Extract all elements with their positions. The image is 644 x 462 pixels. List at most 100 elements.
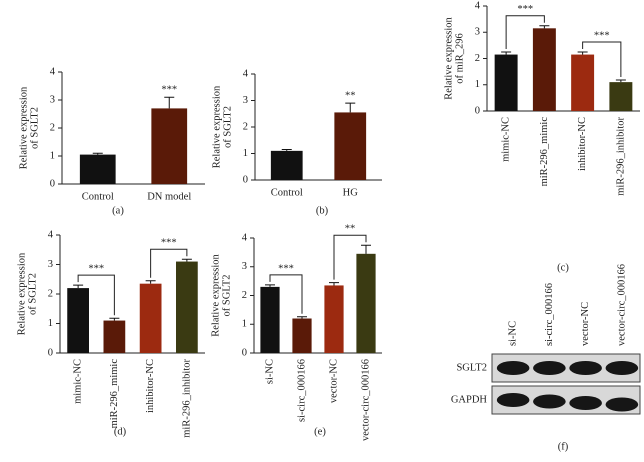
y-axis-label: Relative expression	[18, 86, 29, 169]
y-tick-label: 3	[243, 95, 248, 106]
lane-label: si-circ_000166	[544, 283, 555, 346]
x-tick-label: miR-296_inhibitor	[615, 116, 626, 195]
error-bar	[265, 284, 275, 287]
x-tick-label: inhibitor-NC	[145, 359, 156, 413]
x-tick-label: mimic-NC	[501, 117, 512, 162]
y-axis-label: Relative expression	[16, 252, 27, 335]
y-tick-label: 1	[50, 150, 55, 161]
y-axis-label: Relative expression	[211, 85, 222, 168]
error-bar	[109, 317, 120, 321]
band	[533, 361, 566, 375]
x-tick-label: vector-NC	[328, 359, 339, 403]
y-tick-label: 2	[243, 121, 248, 132]
y-tick-label: 4	[475, 0, 481, 11]
y-tick-label: 0	[475, 105, 480, 116]
lane-label: si-NC	[508, 321, 519, 346]
panel-label: (e)	[314, 426, 326, 437]
significance: ***	[88, 264, 104, 275]
bar	[79, 154, 116, 184]
bar	[334, 112, 367, 180]
bar	[176, 261, 198, 353]
bar	[532, 28, 556, 111]
y-axis-label: Relative expression	[210, 253, 221, 336]
x-tick-label: Control	[271, 187, 303, 198]
significance-bracket	[150, 248, 188, 278]
y-tick-label: 4	[243, 68, 249, 79]
significance-bracket	[582, 41, 622, 78]
y-tick-label: 3	[242, 261, 247, 272]
y-axis-label: of SGLT2	[222, 106, 233, 148]
significance-bracket	[333, 234, 367, 280]
y-tick-label: 4	[48, 229, 54, 240]
bar	[292, 318, 312, 353]
band	[605, 361, 639, 375]
panel-label: (a)	[112, 205, 124, 216]
y-tick-label: 4	[242, 232, 248, 243]
significance: **	[345, 224, 356, 235]
bar	[356, 253, 376, 353]
y-axis-label: of SGLT2	[29, 107, 40, 149]
y-tick-label: 3	[48, 259, 53, 270]
y-axis-label: of SGLT2	[221, 275, 232, 317]
x-tick-label: Control	[82, 191, 114, 202]
band	[496, 361, 530, 375]
y-tick-label: 0	[50, 178, 55, 189]
panel-label: (d)	[114, 426, 127, 437]
y-axis-label: Relative expression	[443, 16, 454, 99]
bar	[260, 286, 280, 353]
bar	[151, 108, 188, 184]
significance: **	[345, 91, 356, 102]
error-bar	[164, 96, 175, 109]
bar	[324, 285, 344, 353]
error-bar	[345, 102, 356, 113]
panel-label: (c)	[557, 262, 569, 273]
error-bar	[539, 25, 550, 29]
x-tick-label: si-circ_000166	[296, 359, 307, 422]
significance: ***	[517, 4, 533, 15]
y-tick-label: 1	[475, 79, 480, 90]
band	[496, 393, 530, 407]
y-tick-label: 4	[50, 66, 56, 77]
significance: ***	[594, 30, 610, 41]
error-bar	[281, 149, 292, 151]
error-bar	[615, 79, 626, 83]
significance: ***	[278, 263, 294, 274]
y-axis-label: of SGLT2	[27, 273, 38, 315]
y-tick-label: 3	[475, 27, 480, 38]
panel-label: (f)	[558, 441, 569, 452]
row-label: GAPDH	[451, 394, 488, 405]
band	[569, 396, 602, 410]
error-bar	[501, 51, 512, 55]
band	[533, 394, 566, 409]
significance-bracket	[77, 274, 115, 316]
error-bar	[329, 282, 339, 286]
y-tick-label: 2	[475, 53, 480, 64]
x-tick-label: mimic-NC	[73, 359, 84, 404]
band	[605, 397, 639, 412]
y-tick-label: 2	[50, 122, 55, 133]
bar	[494, 54, 518, 111]
x-tick-label: inhibitor-NC	[577, 117, 588, 171]
error-bar	[297, 316, 307, 319]
x-tick-label: miR-296_mimic	[109, 359, 120, 429]
lane-label: vector-NC	[580, 302, 591, 346]
x-tick-label: DN model	[147, 191, 191, 202]
significance-bracket	[269, 274, 303, 314]
band	[569, 361, 602, 375]
x-tick-label: miR-296_inhibitor	[181, 358, 192, 437]
panel-label: (b)	[316, 205, 329, 216]
row-label: SGLT2	[456, 362, 487, 373]
significance-bracket	[505, 15, 545, 49]
x-tick-label: si-NC	[264, 359, 275, 384]
error-bar	[145, 280, 156, 284]
y-axis-label: of miR_296	[454, 33, 465, 83]
y-tick-label: 3	[50, 94, 55, 105]
y-tick-label: 2	[242, 290, 247, 301]
y-tick-label: 1	[243, 148, 248, 159]
y-tick-label: 0	[48, 347, 53, 358]
y-tick-label: 2	[48, 288, 53, 299]
bar	[103, 320, 126, 353]
error-bar	[577, 51, 588, 55]
error-bar	[361, 244, 371, 254]
